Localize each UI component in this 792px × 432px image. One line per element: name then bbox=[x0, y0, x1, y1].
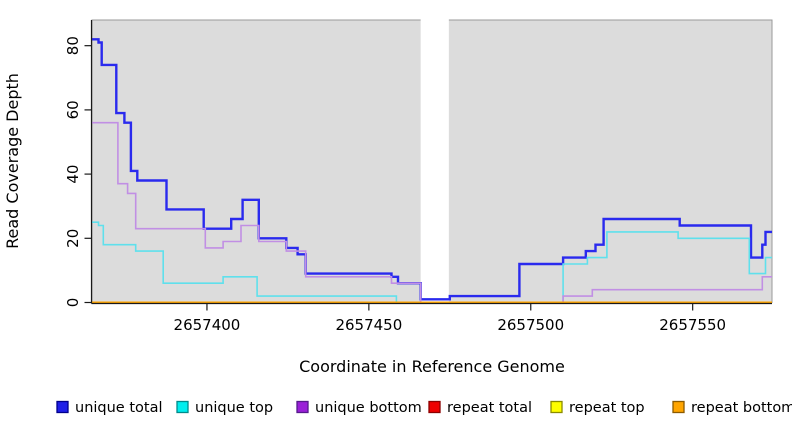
legend-item-unique-bottom: unique bottom bbox=[296, 400, 422, 416]
legend-swatch bbox=[550, 400, 563, 414]
legend-label: repeat total bbox=[447, 400, 532, 416]
legend-swatch bbox=[428, 400, 441, 414]
y-tick-label: 20 bbox=[64, 229, 82, 248]
legend-label: unique bottom bbox=[315, 400, 422, 416]
legend-item-repeat-top: repeat top bbox=[550, 400, 645, 416]
y-tick-label: 60 bbox=[64, 100, 82, 119]
y-tick-label: 40 bbox=[64, 165, 82, 184]
legend-label: repeat top bbox=[569, 400, 645, 416]
legend-swatch bbox=[672, 400, 685, 414]
legend-label: unique total bbox=[75, 400, 163, 416]
series-lines bbox=[92, 38, 772, 304]
legend: unique total unique top unique bottom repea… bbox=[56, 400, 792, 416]
legend-label: unique top bbox=[195, 400, 273, 416]
legend-label: repeat bottom bbox=[691, 400, 792, 416]
y-tick-label: 0 bbox=[64, 298, 82, 308]
legend-swatch bbox=[56, 400, 69, 414]
legend-item-unique-top: unique top bbox=[176, 400, 273, 416]
x-tick-label: 2657550 bbox=[659, 316, 726, 334]
legend-item-repeat-bottom: repeat bottom bbox=[672, 400, 792, 416]
series-line-unique-bottom bbox=[92, 121, 772, 304]
y-tick-label: 80 bbox=[64, 36, 82, 55]
legend-item-unique-total: unique total bbox=[56, 400, 163, 416]
x-tick-label: 2657500 bbox=[497, 316, 564, 334]
x-tick-label: 2657400 bbox=[174, 316, 241, 334]
y-axis-title: Read Coverage Depth bbox=[3, 73, 22, 249]
legend-swatch bbox=[176, 400, 189, 414]
x-tick-label: 2657450 bbox=[335, 316, 402, 334]
x-axis-title: Coordinate in Reference Genome bbox=[299, 357, 565, 376]
series-line-unique-top bbox=[92, 221, 772, 304]
plot-panel bbox=[91, 19, 773, 303]
legend-item-repeat-total: repeat total bbox=[428, 400, 532, 416]
masked-gap-region bbox=[420, 19, 449, 303]
axes: 2657400 2657450 2657500 2657550 0 20 40 60 80 bbox=[64, 20, 772, 334]
legend-swatch bbox=[296, 400, 309, 414]
